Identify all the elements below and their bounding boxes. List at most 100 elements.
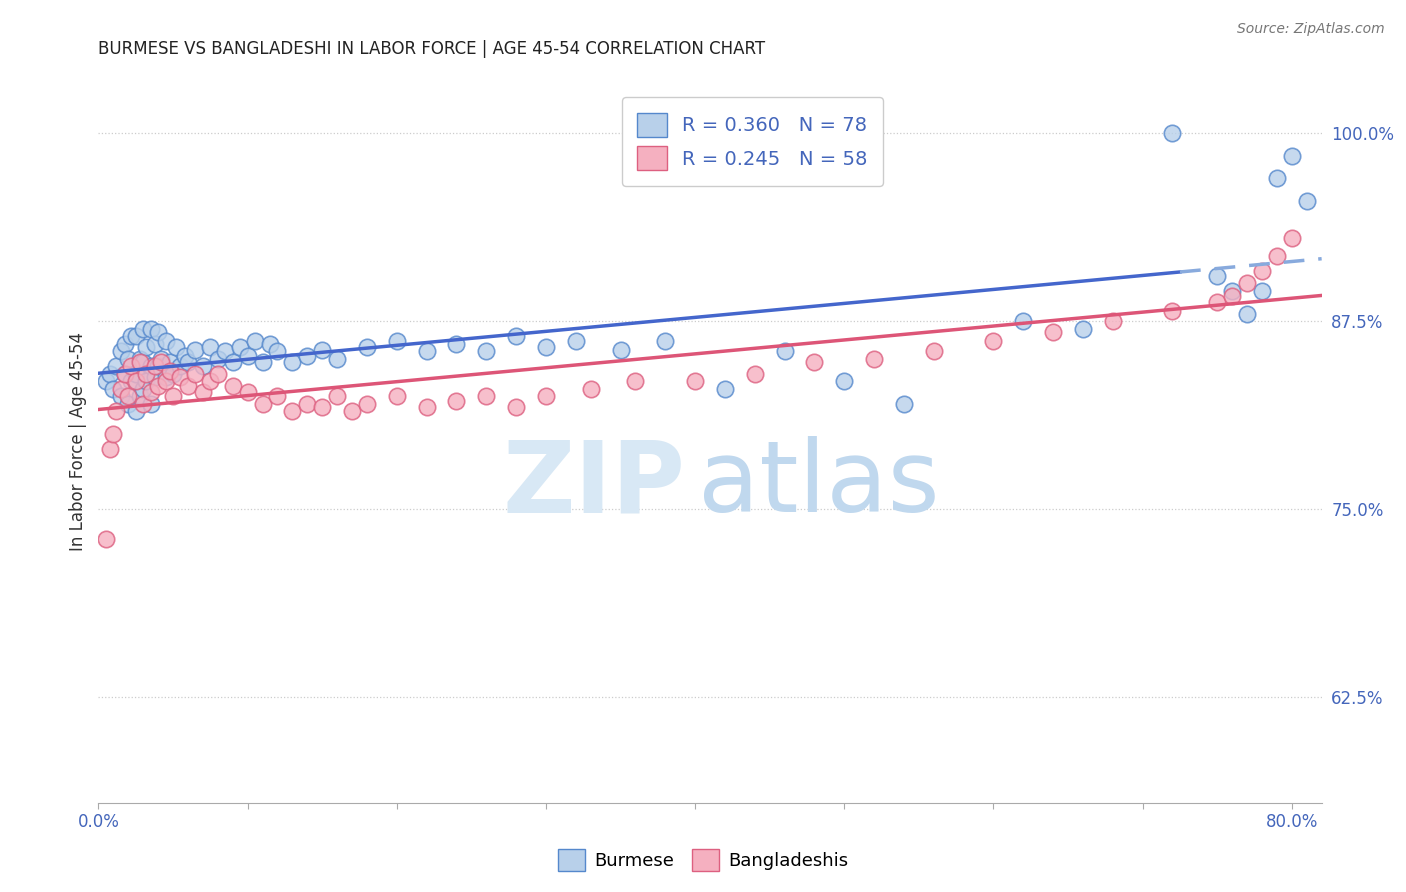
Point [146,325,169,339]
Point [117,351,139,366]
Point [446,393,468,408]
Point [266,389,288,403]
Point [162,389,184,403]
Point [155,369,177,384]
Point [155,375,177,389]
Legend: Burmese, Bangladeshis: Burmese, Bangladeshis [551,842,855,879]
Point [579,382,602,396]
Point [773,344,796,359]
Point [922,344,945,359]
Point [177,379,200,393]
Point [1236,277,1258,291]
Point [565,334,588,348]
Point [1101,314,1123,328]
Point [135,367,157,381]
Point [832,375,855,389]
Point [259,336,281,351]
Point [132,355,155,369]
Point [311,343,333,357]
Point [385,334,408,348]
Point [297,397,319,411]
Point [624,375,647,389]
Point [893,397,915,411]
Point [117,389,139,403]
Point [125,404,148,418]
Point [143,369,166,384]
Point [266,344,288,359]
Point [207,351,229,366]
Point [1220,284,1243,298]
Point [135,375,157,389]
Point [132,382,155,396]
Text: atlas: atlas [697,436,939,533]
Point [120,359,142,374]
Point [191,384,214,399]
Point [94,533,117,547]
Point [169,369,191,384]
Point [534,389,557,403]
Point [221,379,243,393]
Point [105,404,128,418]
Point [415,400,437,414]
Point [174,349,197,363]
Point [191,359,214,374]
Text: ZIP: ZIP [503,436,686,533]
Point [114,367,136,381]
Point [415,344,437,359]
Point [139,359,162,374]
Point [139,321,162,335]
Point [132,321,155,335]
Point [1265,171,1288,186]
Text: BURMESE VS BANGLADESHI IN LABOR FORCE | AGE 45-54 CORRELATION CHART: BURMESE VS BANGLADESHI IN LABOR FORCE | … [98,40,765,58]
Point [446,336,468,351]
Point [297,349,319,363]
Point [1012,314,1035,328]
Point [200,340,222,354]
Point [143,359,166,374]
Point [683,375,706,389]
Point [129,389,152,403]
Point [505,329,527,343]
Point [110,389,132,403]
Point [221,355,243,369]
Point [114,336,136,351]
Point [110,344,132,359]
Point [475,344,498,359]
Point [146,379,169,393]
Point [1206,268,1229,283]
Point [162,367,184,381]
Point [1265,249,1288,263]
Point [356,340,378,354]
Point [252,397,274,411]
Point [135,340,157,354]
Point [125,375,148,389]
Point [129,355,152,369]
Point [475,389,498,403]
Point [143,336,166,351]
Point [110,382,132,396]
Point [150,351,173,366]
Point [1251,284,1274,298]
Point [184,367,207,381]
Point [120,329,142,343]
Point [94,375,117,389]
Point [125,367,148,381]
Point [534,340,557,354]
Point [609,343,631,357]
Point [340,404,363,418]
Point [103,382,125,396]
Point [132,397,155,411]
Point [385,389,408,403]
Point [744,367,766,381]
Point [139,397,162,411]
Point [98,367,121,381]
Point [505,400,527,414]
Point [1281,231,1303,245]
Point [120,375,142,389]
Point [214,344,236,359]
Point [200,375,222,389]
Point [1251,264,1274,278]
Point [1161,303,1184,318]
Point [243,334,266,348]
Point [114,367,136,381]
